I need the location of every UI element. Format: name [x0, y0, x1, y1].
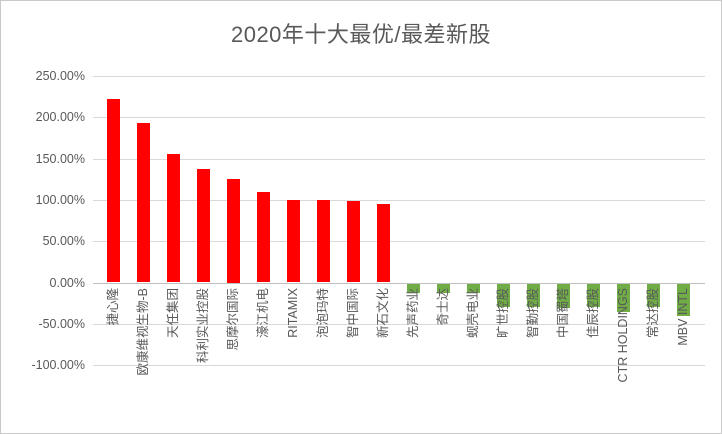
bar — [286, 199, 300, 283]
x-axis-category-label: 旷世控股 — [496, 287, 511, 338]
bar — [226, 179, 240, 283]
bar — [196, 169, 210, 283]
y-axis-tick-label: 250.00% — [35, 69, 85, 83]
bar — [166, 153, 180, 283]
x-axis-category-label: 常达控股 — [646, 287, 661, 338]
y-axis-tick-label: 50.00% — [42, 234, 85, 249]
gridline — [93, 241, 705, 243]
bar — [677, 283, 691, 316]
bar — [587, 283, 601, 308]
x-axis-category-label: 智勤控股 — [526, 287, 541, 338]
x-axis-category-label: 奇士达 — [436, 287, 451, 326]
bar — [497, 283, 511, 307]
x-axis-category-label: 天任集团 — [165, 287, 180, 338]
gridline — [93, 76, 705, 77]
bar — [467, 283, 481, 293]
y-axis-tick-label: 0.00% — [49, 275, 85, 290]
x-axis-category-label: 濠江机电 — [255, 287, 270, 338]
x-axis-category-label: 蚬壳电业 — [466, 287, 481, 338]
bar — [437, 283, 451, 294]
x-axis-category-label: RITAMIX — [285, 287, 300, 338]
bar — [106, 99, 120, 283]
x-axis-category-label: MBV INTL — [676, 287, 691, 346]
bar — [527, 283, 541, 307]
bar — [256, 191, 270, 283]
bar — [407, 283, 420, 294]
x-axis-category-label: 欧康维视生物-B — [135, 287, 150, 376]
y-axis-tick-label: -100.00% — [31, 358, 85, 373]
bar — [346, 200, 360, 283]
bar — [316, 199, 330, 283]
gridline — [93, 117, 705, 119]
x-axis-category-label: CTR HOLDINGS — [616, 287, 631, 382]
bar — [376, 204, 390, 283]
gridline — [93, 365, 705, 367]
y-axis-tick-label: 200.00% — [35, 110, 85, 125]
x-axis-category-label: 科利实业控股 — [195, 287, 210, 363]
x-axis-category-label: 佳辰控股 — [586, 287, 601, 338]
bar — [647, 283, 661, 308]
bar — [557, 283, 571, 309]
x-axis-category-label: 新石文化 — [375, 287, 390, 338]
chart-title: 2020年十大最优/最差新股 — [230, 22, 492, 47]
x-axis-category-label: 先声药业 — [406, 287, 420, 338]
x-axis-category-label: 泡泡玛特 — [315, 287, 330, 338]
bar — [136, 123, 150, 283]
gridline — [93, 323, 705, 325]
y-axis-tick-label: 150.00% — [35, 151, 85, 166]
bar — [617, 283, 631, 312]
gridline — [93, 199, 705, 201]
zero-axis-line — [93, 282, 705, 284]
y-axis-tick-label: 100.00% — [35, 192, 85, 207]
x-axis-category-label: 中国蜀塔 — [556, 287, 571, 338]
y-axis-tick-label: -50.00% — [38, 316, 85, 331]
x-axis-category-label: 思摩尔国际 — [225, 287, 240, 351]
x-axis-category-label: 捷心隆 — [105, 287, 120, 326]
gridline — [93, 158, 705, 160]
x-axis-category-label: 智中国际 — [345, 287, 360, 338]
